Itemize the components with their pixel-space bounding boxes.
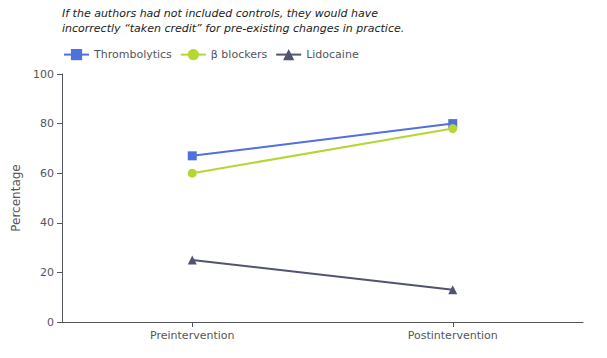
svg-text:60: 60	[40, 167, 54, 180]
svg-text:Percentage: Percentage	[9, 164, 23, 232]
svg-text:0: 0	[47, 316, 54, 329]
svg-text:100: 100	[33, 68, 54, 81]
svg-text:If the authors had not include: If the authors had not included controls…	[62, 7, 378, 20]
svg-text:80: 80	[40, 117, 54, 130]
svg-text:incorrectly “taken credit” for: incorrectly “taken credit” for pre-exist…	[62, 22, 404, 35]
svg-text:20: 20	[40, 266, 54, 279]
svg-text:Preintervention: Preintervention	[150, 329, 234, 342]
svg-text:β blockers: β blockers	[211, 48, 268, 61]
svg-text:40: 40	[40, 216, 54, 229]
svg-text:Postintervention: Postintervention	[408, 329, 498, 342]
svg-text:Lidocaine: Lidocaine	[306, 48, 359, 61]
svg-text:Thrombolytics: Thrombolytics	[93, 48, 172, 61]
